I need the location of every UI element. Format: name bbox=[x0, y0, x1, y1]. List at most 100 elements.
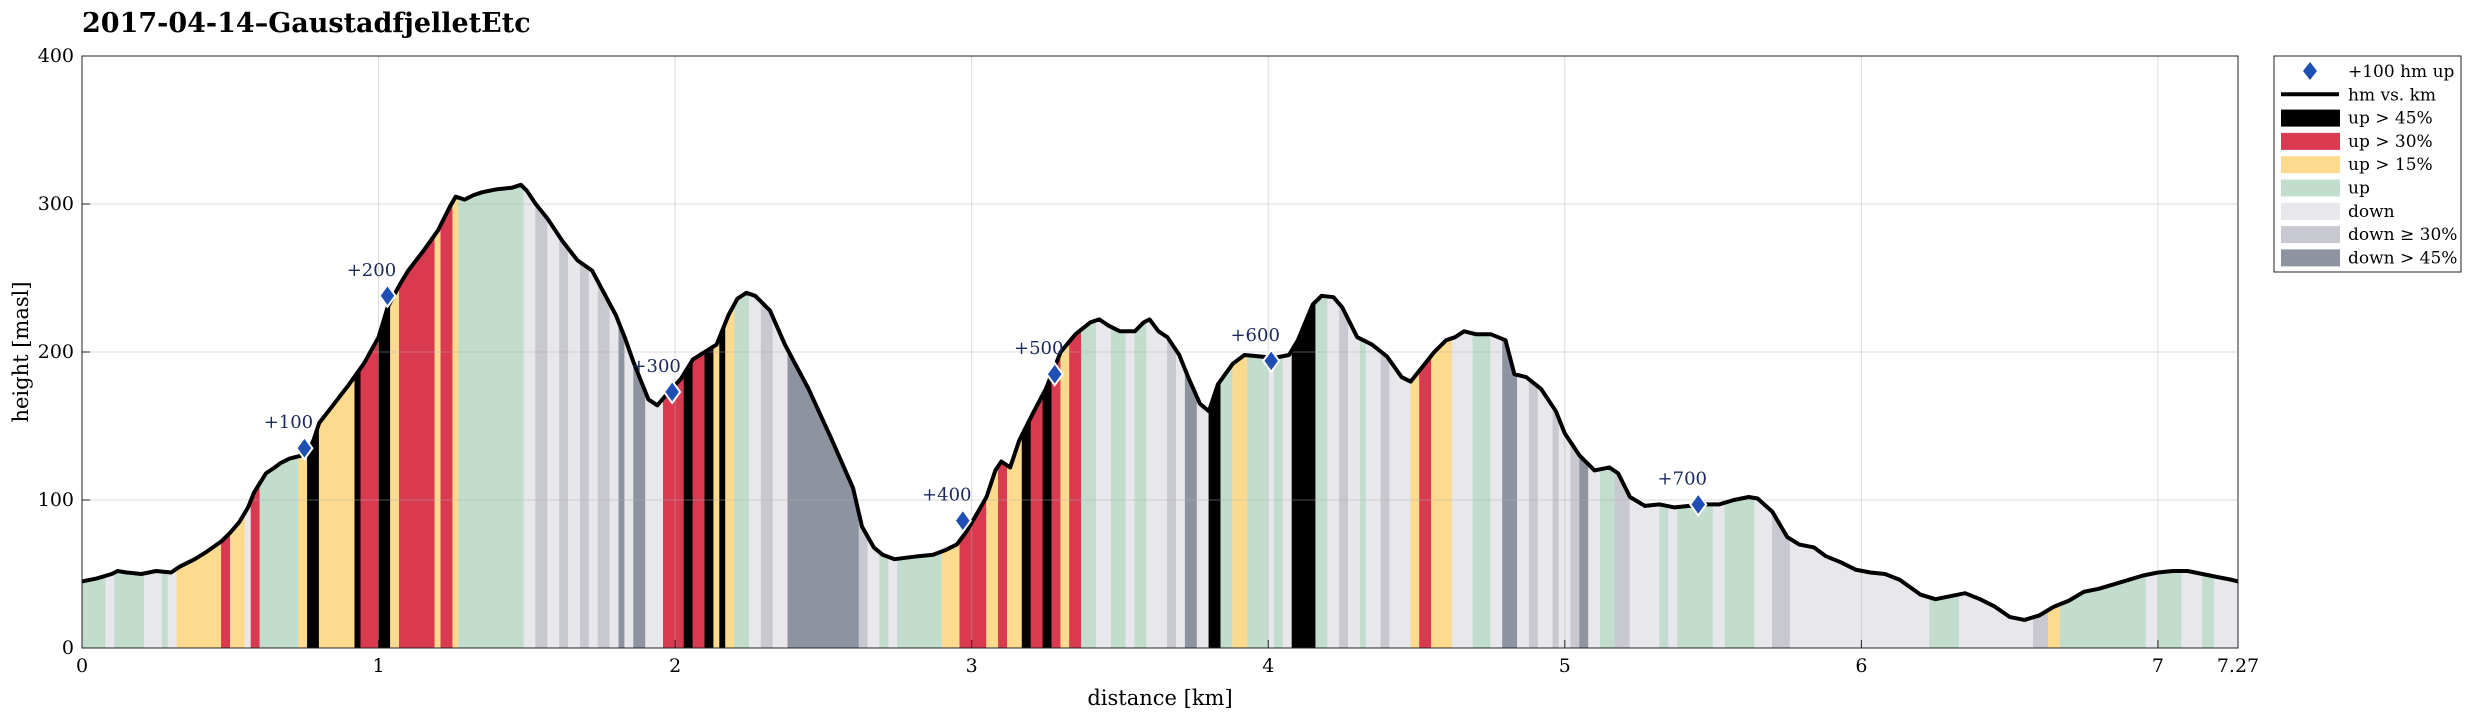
marker-label-0: +100 bbox=[264, 412, 313, 433]
legend-swatch-5 bbox=[2281, 179, 2340, 197]
segment-up30-7 bbox=[221, 531, 231, 649]
segment-down-47 bbox=[749, 293, 762, 649]
segment-down-128 bbox=[2214, 576, 2239, 649]
segment-up15-43 bbox=[713, 337, 720, 649]
segment-up-115 bbox=[1724, 496, 1755, 649]
legend-label-0: +100 hm up bbox=[2348, 62, 2455, 82]
segment-up-0 bbox=[81, 575, 106, 649]
segment-up15-93 bbox=[1410, 369, 1420, 649]
segment-down45-106 bbox=[1579, 454, 1589, 649]
segment-down-86 bbox=[1327, 296, 1340, 649]
segment-down-90 bbox=[1365, 341, 1382, 649]
segment-down-70 bbox=[1125, 331, 1136, 649]
segment-down30-31 bbox=[579, 261, 590, 649]
segment-down-124 bbox=[2145, 572, 2159, 649]
y-tick-label-4: 400 bbox=[38, 45, 74, 67]
segment-up-80 bbox=[1247, 354, 1269, 649]
segment-down30-27 bbox=[535, 203, 548, 649]
segment-down-32 bbox=[588, 267, 599, 649]
segment-down-34 bbox=[609, 303, 620, 649]
segment-down-38 bbox=[645, 391, 664, 649]
segment-down-76 bbox=[1196, 396, 1210, 649]
segment-up-2 bbox=[114, 570, 145, 649]
segment-down-49 bbox=[772, 317, 789, 649]
legend-swatch-4 bbox=[2281, 156, 2340, 174]
segment-up-71 bbox=[1134, 320, 1147, 649]
segment-down-116 bbox=[1754, 497, 1773, 649]
segment-up15-12 bbox=[298, 452, 308, 649]
legend: +100 hm up hm vs. km up > 45% up > 30% up > … bbox=[2273, 55, 2462, 273]
segment-up30-22 bbox=[440, 200, 453, 649]
segment-up-125 bbox=[2157, 570, 2182, 649]
segment-down-26 bbox=[523, 186, 536, 649]
segment-up-69 bbox=[1110, 326, 1127, 649]
segment-down-92 bbox=[1389, 359, 1411, 649]
marker-2 bbox=[662, 379, 682, 405]
legend-label-1: hm vs. km bbox=[2348, 85, 2436, 105]
segment-up15-23 bbox=[452, 196, 459, 649]
x-tick-label-0: 0 bbox=[76, 655, 88, 677]
marker-label-4: +500 bbox=[1014, 338, 1063, 359]
segment-down-74 bbox=[1176, 349, 1186, 649]
segment-up-46 bbox=[734, 292, 750, 649]
legend-swatch-8 bbox=[2281, 249, 2340, 267]
marker-label-6: +700 bbox=[1658, 468, 1707, 489]
segment-down-126 bbox=[2181, 570, 2203, 649]
segment-up45-13 bbox=[307, 422, 320, 649]
segment-up-78 bbox=[1220, 362, 1233, 649]
segment-up15-18 bbox=[390, 285, 400, 649]
segment-up-97 bbox=[1472, 333, 1491, 649]
segment-down-110 bbox=[1629, 496, 1660, 649]
segment-down-30 bbox=[568, 247, 581, 649]
segment-up45-84 bbox=[1291, 300, 1316, 649]
segment-up-113 bbox=[1677, 504, 1714, 649]
segment-down-102 bbox=[1537, 385, 1554, 649]
marker-1 bbox=[378, 283, 397, 309]
segment-up45-77 bbox=[1208, 379, 1222, 649]
segment-up-55 bbox=[897, 550, 943, 649]
legend-swatch-2 bbox=[2281, 109, 2340, 127]
segment-down30-87 bbox=[1339, 303, 1349, 649]
segment-down-9 bbox=[244, 499, 252, 649]
marker-5 bbox=[1261, 348, 1281, 374]
legend-swatch-6 bbox=[2281, 202, 2340, 220]
x-tick-label-7: 7 bbox=[2152, 655, 2164, 677]
segment-down30-101 bbox=[1528, 378, 1539, 649]
segment-up15-21 bbox=[434, 224, 442, 649]
marker-label-2: +300 bbox=[631, 356, 680, 377]
segment-down-81 bbox=[1267, 356, 1275, 649]
segment-down30-73 bbox=[1167, 336, 1177, 649]
segment-down-3 bbox=[144, 570, 163, 649]
segment-down-72 bbox=[1146, 319, 1168, 649]
x-tick-label-4: 4 bbox=[1262, 655, 1274, 677]
segment-down-68 bbox=[1095, 319, 1112, 649]
segment-up-119 bbox=[1929, 594, 1960, 649]
segment-down30-48 bbox=[760, 300, 774, 649]
segment-down30-29 bbox=[559, 235, 569, 649]
x-axis-ticks: 0 1 2 3 4 5 6 7 7.27 bbox=[76, 640, 2259, 677]
legend-items: +100 hm up hm vs. km up > 45% up > 30% up > … bbox=[2281, 62, 2457, 268]
grid-lines bbox=[82, 56, 2238, 648]
marker-4 bbox=[1045, 361, 1064, 387]
segment-up30-10 bbox=[250, 481, 261, 649]
segment-up-67 bbox=[1081, 319, 1097, 649]
x-tick-label-8: 7.27 bbox=[2217, 655, 2259, 677]
plot-area: +100 +200 +300 +400 +500 +600 +700 bbox=[81, 55, 2239, 649]
segment-up30-19 bbox=[399, 265, 412, 649]
segment-up30-39 bbox=[663, 372, 685, 649]
y-tick-label-2: 200 bbox=[38, 341, 74, 363]
marker-0 bbox=[295, 435, 314, 461]
legend-label-5: up bbox=[2348, 179, 2370, 199]
x-tick-label-1: 1 bbox=[373, 655, 385, 677]
y-tick-label-3: 300 bbox=[38, 193, 74, 215]
segment-up-25 bbox=[467, 184, 525, 649]
x-axis-label: distance [km] bbox=[1087, 686, 1232, 710]
x-tick-label-3: 3 bbox=[966, 655, 978, 677]
segment-down45-75 bbox=[1184, 369, 1198, 649]
legend-swatch-3 bbox=[2281, 132, 2340, 150]
segment-up45-61 bbox=[1021, 416, 1032, 649]
y-axis-label: height [masl] bbox=[9, 281, 33, 422]
legend-label-6: down bbox=[2348, 202, 2395, 222]
segment-down-96 bbox=[1451, 330, 1474, 649]
